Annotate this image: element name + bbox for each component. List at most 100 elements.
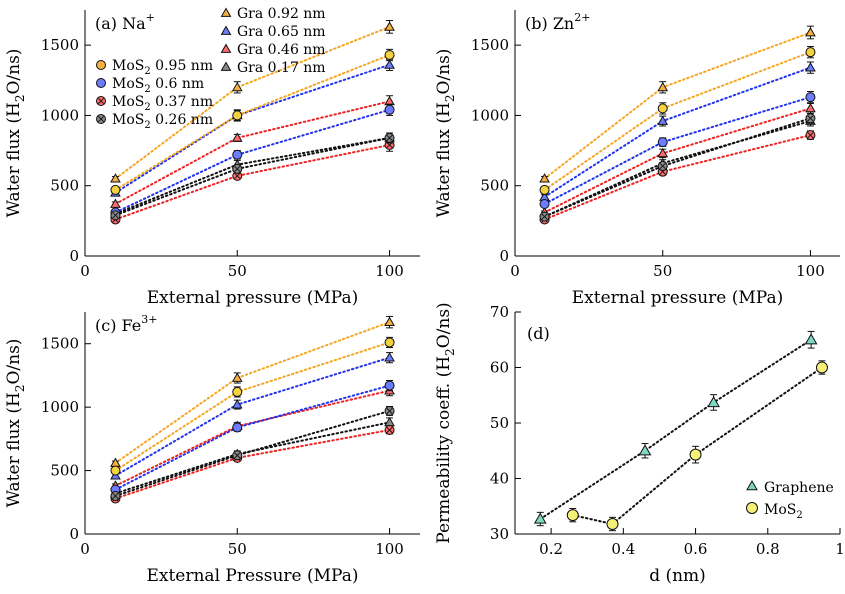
data-point-circle — [110, 465, 121, 476]
legend-label-sub: 2 — [144, 120, 150, 131]
data-point-triangle — [707, 395, 720, 408]
data-point-circle-cross — [234, 452, 241, 459]
data-point-circle-cross — [386, 407, 393, 414]
legend-label: Gra 0.92 nm — [237, 6, 326, 22]
y-axis-label-sub: 2 — [443, 348, 457, 356]
y-tick-label: 60 — [490, 359, 509, 377]
x-tick-label: 0 — [80, 262, 90, 280]
y-tick-label: 1000 — [41, 398, 79, 416]
y-tick-label: 1000 — [471, 106, 509, 124]
x-tick-label: 0 — [510, 262, 520, 280]
x-tick-label: 0.4 — [611, 540, 635, 558]
y-tick-label: 0 — [499, 247, 509, 265]
data-point-circle — [232, 422, 243, 433]
data-point-triangle — [657, 81, 669, 92]
data-point-circle — [689, 448, 702, 461]
legend-label-sub: 2 — [144, 84, 150, 95]
data-point-triangle — [384, 352, 395, 362]
legend-marker-triangle — [220, 43, 232, 53]
legend: Graphene MoS2 — [746, 479, 834, 521]
legend-label: Gra 0.17 nm — [237, 60, 326, 76]
data-point-triangle — [384, 59, 395, 69]
data-point-circle — [539, 198, 550, 209]
legend-marker-circle-cross — [97, 115, 105, 123]
data-point-circle — [384, 380, 395, 391]
y-tick-label: 1500 — [471, 36, 509, 54]
series-line — [543, 31, 812, 180]
legend-label-part: 0.6 nm — [151, 76, 204, 92]
x-axis-label: External pressure (MPa) — [147, 288, 358, 308]
data-point-triangle — [805, 62, 816, 72]
y-tick-label: 70 — [490, 303, 509, 321]
data-point-triangle — [384, 416, 395, 427]
data-point-circle — [657, 103, 668, 114]
series-line — [114, 321, 391, 464]
series-line — [114, 136, 391, 217]
x-tick-label: 100 — [375, 540, 404, 558]
y-tick-label: 500 — [480, 177, 509, 195]
legend-marker-triangle — [746, 479, 758, 491]
panel-label-charge: 3+ — [141, 313, 157, 326]
data-point-circle — [539, 184, 550, 195]
x-tick-label: 0.6 — [684, 540, 708, 558]
legend-label: MoS2 — [764, 502, 803, 521]
legend-marker-circle — [96, 60, 106, 70]
legend-label-part: MoS — [112, 76, 144, 92]
data-point-triangle — [805, 26, 816, 37]
data-point-triangle — [384, 95, 395, 106]
panel-label: (b) Zn2+ — [525, 11, 590, 33]
series-line — [114, 53, 391, 191]
y-tick-label: 40 — [490, 470, 509, 488]
y-tick-label: 500 — [50, 462, 79, 480]
y-axis-label-part: Water flux (H — [434, 102, 454, 217]
data-point-triangle — [231, 399, 243, 409]
data-point-circle-cross — [112, 492, 119, 499]
legend-marker-triangle — [220, 25, 232, 35]
legend-marker-triangle — [220, 61, 232, 71]
series-line — [114, 421, 391, 495]
data-point-circle — [384, 104, 395, 115]
series-line — [114, 428, 391, 500]
y-tick-label: 0 — [69, 525, 79, 543]
y-axis-label: Water flux (H2O/ns) — [4, 49, 27, 218]
y-axis-label-part: O/ns) — [4, 49, 24, 95]
x-tick-label: 50 — [653, 262, 672, 280]
series-line — [114, 384, 391, 491]
data-point-circle — [657, 137, 668, 148]
data-point-triangle — [657, 147, 669, 158]
data-point-circle — [232, 386, 243, 397]
y-axis-label: Permeability coeff. (H2O/ns) — [434, 302, 457, 543]
data-point-circle-cross — [807, 115, 814, 122]
x-tick-label: 0.8 — [756, 540, 780, 558]
data-point-circle-cross — [112, 212, 119, 219]
legend-label: Graphene — [764, 480, 834, 496]
panel-label-charge: 2+ — [574, 11, 590, 24]
y-axis-label-part: O/ns) — [434, 302, 454, 348]
y-axis-label-part: O/ns) — [434, 49, 454, 95]
x-tick-label: 0.2 — [539, 540, 563, 558]
data-point-triangle — [231, 372, 243, 382]
data-point-triangle — [539, 173, 550, 183]
legend-label: Gra 0.65 nm — [237, 24, 326, 40]
legend-marker-circle — [96, 78, 106, 88]
series-line — [543, 96, 812, 205]
series-line — [571, 366, 823, 526]
panel-b: 0 500 1000 1500 0 50 100 External pressure (MPa… — [434, 10, 840, 308]
x-tick-label: 50 — [228, 262, 247, 280]
y-tick-label: 1500 — [41, 335, 79, 353]
series-line — [543, 66, 812, 198]
x-tick-label: 100 — [375, 262, 404, 280]
panel-label-text: (c) Fe — [95, 316, 141, 335]
data-point-triangle — [638, 444, 652, 456]
panel-label-charge: + — [146, 11, 155, 24]
legend-label-sub: 2 — [796, 510, 802, 521]
series-line — [114, 356, 391, 477]
legend-label-part: MoS — [112, 58, 144, 74]
data-point-circle — [110, 184, 121, 195]
legend-label-part: MoS — [112, 94, 144, 110]
legend-label-part: 0.95 nm — [151, 58, 213, 74]
data-point-circle-cross — [386, 426, 393, 433]
data-point-circle — [384, 337, 395, 348]
panel-label-text: (a) Na — [95, 14, 146, 33]
